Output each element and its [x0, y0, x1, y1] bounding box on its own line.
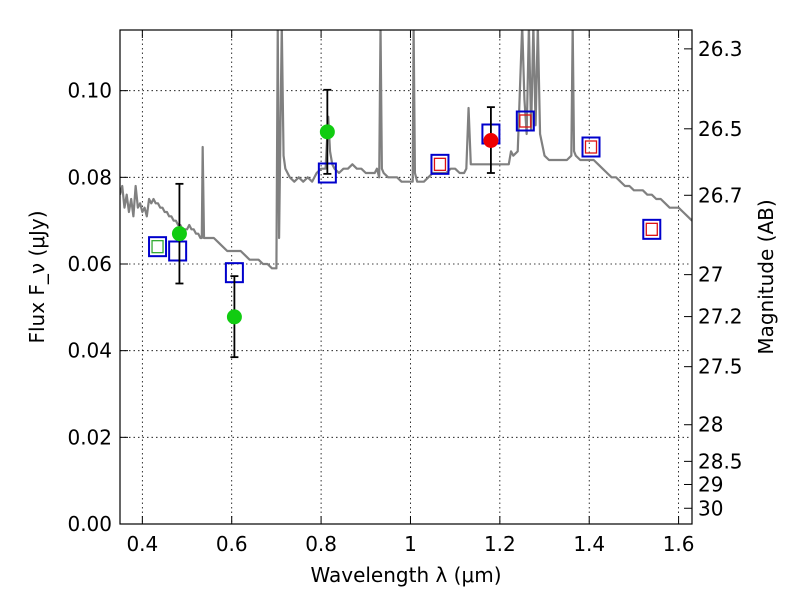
mag-tick-label: 26.3 — [698, 37, 743, 61]
x-tick-label: 0.6 — [216, 532, 248, 556]
inner-band-square — [519, 114, 532, 128]
marker-layer — [148, 88, 662, 359]
observed-flux-point — [483, 133, 499, 148]
x-axis-label: Wavelength λ (μm) — [310, 563, 501, 587]
mag-tick-label: 28 — [698, 413, 723, 437]
mag-tick-label: 27.2 — [698, 305, 743, 329]
inner-band-square — [151, 240, 164, 254]
x-tick-label: 1 — [404, 532, 417, 556]
y-tick-label: 0.02 — [67, 425, 112, 449]
x-tick-label: 1.4 — [573, 532, 605, 556]
model-band-square — [430, 153, 450, 175]
y2-axis-label: Magnitude (AB) — [754, 199, 778, 354]
mag-tick-label: 27.5 — [698, 355, 743, 379]
y-tick-label: 0.06 — [67, 252, 112, 276]
mag-tick-label: 26.5 — [698, 117, 743, 141]
x-tick-label: 0.4 — [126, 532, 158, 556]
model-band-square — [515, 110, 535, 132]
model-band-square — [148, 236, 168, 258]
y-tick-label: 0.08 — [67, 165, 112, 189]
inner-band-square — [433, 157, 447, 171]
model-band-square — [581, 136, 601, 158]
observed-flux-point — [226, 309, 242, 325]
inner-band-square — [645, 222, 658, 236]
mag-tick-label: 26.7 — [698, 183, 743, 207]
observed-flux-point — [171, 226, 187, 242]
mag-tick-label: 29 — [698, 472, 723, 496]
y-tick-label: 0.10 — [67, 79, 112, 103]
plot-area — [120, 30, 692, 524]
y-tick-label: 0.00 — [67, 512, 112, 536]
y-axis-label: Flux F_ν (μJy) — [25, 210, 49, 343]
y-tick-label: 0.04 — [67, 339, 112, 363]
axis-layer: 0.4 0.6 0.8 1 1.2 1.4 1.6 0.00 0.02 0.04 0.06 0.08 0… — [67, 30, 743, 556]
x-tick-label: 1.2 — [484, 532, 516, 556]
observed-flux-point — [319, 124, 335, 140]
inner-band-square — [584, 140, 598, 154]
mag-tick-label: 27 — [698, 263, 723, 287]
x-tick-label: 0.8 — [305, 532, 337, 556]
x-tick-label: 1.6 — [663, 532, 695, 556]
model-band-square — [168, 240, 188, 262]
plot-frame — [119, 29, 693, 525]
mag-tick-label: 30 — [698, 496, 723, 520]
mag-tick-label: 28.5 — [698, 449, 743, 473]
model-band-square — [642, 218, 662, 240]
